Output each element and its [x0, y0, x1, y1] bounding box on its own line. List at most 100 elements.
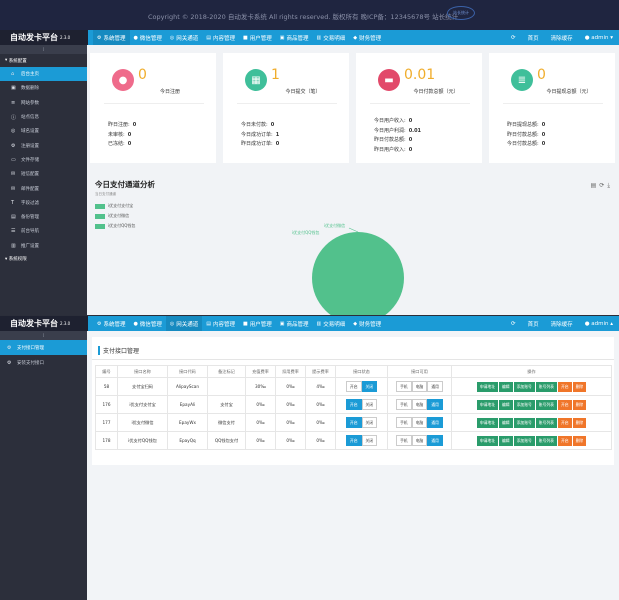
enable-button[interactable]: 开启 [557, 435, 572, 446]
delete-button[interactable]: 删除 [572, 435, 587, 446]
status-on-button[interactable]: 开启 [345, 435, 362, 446]
col-id: 编号 [95, 365, 118, 378]
menu-gateway[interactable]: ◎ 网关通道 [169, 34, 199, 42]
enable-button[interactable]: 开启 [557, 417, 572, 428]
avail-all-button[interactable]: 通用 [427, 399, 443, 410]
stat-row: 昨日注册: 0 [108, 122, 137, 128]
edit-button[interactable]: 编辑 [499, 417, 513, 428]
account-list-button[interactable]: 账号列表 [535, 417, 557, 428]
sidebar-item-filter[interactable]: T 字段过滤 [11, 199, 39, 206]
download-icon[interactable]: ⤓ [607, 182, 613, 189]
avail-pc-button[interactable]: 电脑 [411, 435, 428, 446]
account-list-button[interactable]: 账号列表 [535, 399, 557, 410]
sidebar-item-site-info[interactable]: ⓘ 站点信息 [11, 114, 39, 121]
menu-system[interactable]: ⚙ 系统管理 [97, 320, 126, 328]
sidebar-item-home[interactable]: ⌂ 后台主页 [0, 67, 87, 82]
sidebar-item-register[interactable]: ⚙ 注册设置 [11, 142, 39, 149]
clear-cache-link[interactable]: 清除缓存 [550, 35, 573, 42]
menu-gateway[interactable]: ◎ 网关通道 [165, 316, 203, 331]
status-on-button[interactable]: 开启 [345, 381, 362, 392]
avail-all-button[interactable]: 通用 [427, 435, 443, 446]
restore-icon[interactable]: ⟳ [599, 182, 608, 189]
home-link[interactable]: 首页 [527, 35, 539, 42]
status-off-button[interactable]: 关闭 [361, 381, 378, 392]
menu-users[interactable]: ■ 用户管理 [243, 320, 272, 328]
status-off-button[interactable]: 关闭 [361, 417, 378, 428]
sidebar-group-config[interactable]: ▾ 系统配置 [5, 58, 27, 64]
delete-button[interactable]: 删除 [572, 399, 587, 410]
sidebar-item-backup[interactable]: ▤ 备份管理 [11, 214, 39, 221]
sidebar-item-sms[interactable]: ✉ 短信配置 [11, 171, 39, 178]
menu-goods[interactable]: ▣ 商品管理 [279, 34, 309, 42]
account-list-button[interactable]: 账号列表 [535, 381, 557, 392]
account-list-button[interactable]: 账号列表 [535, 435, 557, 446]
sidebar-item-nav[interactable]: ☰ 前台导航 [11, 228, 39, 235]
enable-button[interactable]: 开启 [557, 381, 572, 392]
avail-all-button[interactable]: 通用 [427, 381, 443, 392]
avail-pc-button[interactable]: 电脑 [411, 399, 428, 410]
add-account-button[interactable]: 添加账号 [513, 381, 535, 392]
sidebar-item-promo[interactable]: ▥ 推广设置 [11, 242, 39, 249]
menu-goods[interactable]: ▣ 商品管理 [279, 320, 309, 328]
sidebar-item-site-params[interactable]: ≡ 网站参数 [11, 99, 39, 106]
sidebar-item-payment-manage[interactable]: ⚙ 支付接口管理 [0, 340, 87, 355]
menu-system[interactable]: ⚙ 系统管理 [93, 30, 130, 45]
stats-badge[interactable]: 站长统计 [447, 6, 475, 20]
legend-item[interactable]: i优支付微信 [95, 213, 129, 219]
avail-mobile-button[interactable]: 手机 [396, 381, 412, 392]
delete-button[interactable]: 删除 [572, 381, 587, 392]
apply-url-button[interactable]: 申请地址 [476, 381, 499, 392]
add-account-button[interactable]: 添加账号 [513, 435, 535, 446]
apply-url-button[interactable]: 申请地址 [476, 435, 499, 446]
menu-wechat[interactable]: ● 微信管理 [133, 320, 162, 328]
status-off-button[interactable]: 关闭 [361, 399, 378, 410]
brand-logo[interactable]: 自动发卡平台 2.3.0 [0, 316, 88, 331]
add-account-button[interactable]: 添加账号 [513, 417, 535, 428]
data-view-icon[interactable]: ▤ [590, 182, 600, 189]
edit-button[interactable]: 编辑 [499, 435, 513, 446]
avail-mobile-button[interactable]: 手机 [396, 399, 412, 410]
home-link[interactable]: 首页 [527, 321, 539, 328]
pie-slice[interactable] [312, 232, 404, 315]
sidebar-group-permission[interactable]: ▾ 系统权限 [5, 256, 27, 263]
menu-finance[interactable]: ◆ 财务管理 [353, 320, 382, 328]
apply-url-button[interactable]: 申请地址 [476, 417, 499, 428]
menu-users[interactable]: ■ 用户管理 [243, 34, 272, 42]
menu-trades[interactable]: ▥ 交易明细 [316, 34, 346, 42]
apply-url-button[interactable]: 申请地址 [476, 399, 499, 410]
status-on-button[interactable]: 开启 [345, 399, 362, 410]
user-menu[interactable]: ● admin ▾ [584, 34, 613, 41]
sidebar-toggle[interactable]: ⁞ [0, 45, 87, 54]
sidebar-item-storage[interactable]: ▭ 文件存储 [11, 156, 39, 163]
avail-pc-button[interactable]: 电脑 [411, 381, 428, 392]
menu-wechat[interactable]: ● 微信管理 [133, 34, 162, 42]
sidebar-toggle[interactable]: ⁞ [0, 331, 87, 340]
menu-trades[interactable]: ▥ 交易明细 [316, 320, 346, 328]
status-off-button[interactable]: 关闭 [361, 435, 378, 446]
sidebar-item-payment-install[interactable]: ⚙ 安装支付接口 [7, 359, 44, 366]
edit-button[interactable]: 编辑 [499, 399, 513, 410]
menu-finance[interactable]: ◆ 财务管理 [353, 34, 382, 42]
delete-button[interactable]: 删除 [572, 417, 587, 428]
refresh-icon[interactable]: ⟳ [511, 34, 516, 41]
status-on-button[interactable]: 开启 [345, 417, 362, 428]
clear-cache-link[interactable]: 清除缓存 [550, 321, 573, 328]
legend-item[interactable]: i优支付QQ钱包 [95, 223, 135, 229]
enable-button[interactable]: 开启 [557, 399, 572, 410]
menu-content[interactable]: ▤ 内容管理 [206, 34, 236, 42]
sidebar-item-data-delete[interactable]: ▣ 数据删除 [11, 85, 39, 92]
avail-mobile-button[interactable]: 手机 [396, 417, 412, 428]
sidebar-item-mail[interactable]: ✉ 邮件配置 [11, 185, 39, 192]
sidebar-item-domain[interactable]: ◎ 域名设置 [11, 128, 39, 135]
brand-logo[interactable]: 自动发卡平台 2.3.0 [0, 30, 88, 45]
menu-content[interactable]: ▤ 内容管理 [206, 320, 236, 328]
edit-button[interactable]: 编辑 [499, 381, 513, 392]
status-toggle: 开启 关闭 [345, 435, 378, 446]
user-menu[interactable]: ● admin ▴ [584, 320, 613, 327]
refresh-icon[interactable]: ⟳ [511, 320, 516, 327]
avail-mobile-button[interactable]: 手机 [396, 435, 412, 446]
legend-item[interactable]: i优支付支付宝 [95, 203, 133, 209]
add-account-button[interactable]: 添加账号 [513, 399, 535, 410]
avail-pc-button[interactable]: 电脑 [411, 417, 428, 428]
avail-all-button[interactable]: 通用 [427, 417, 443, 428]
